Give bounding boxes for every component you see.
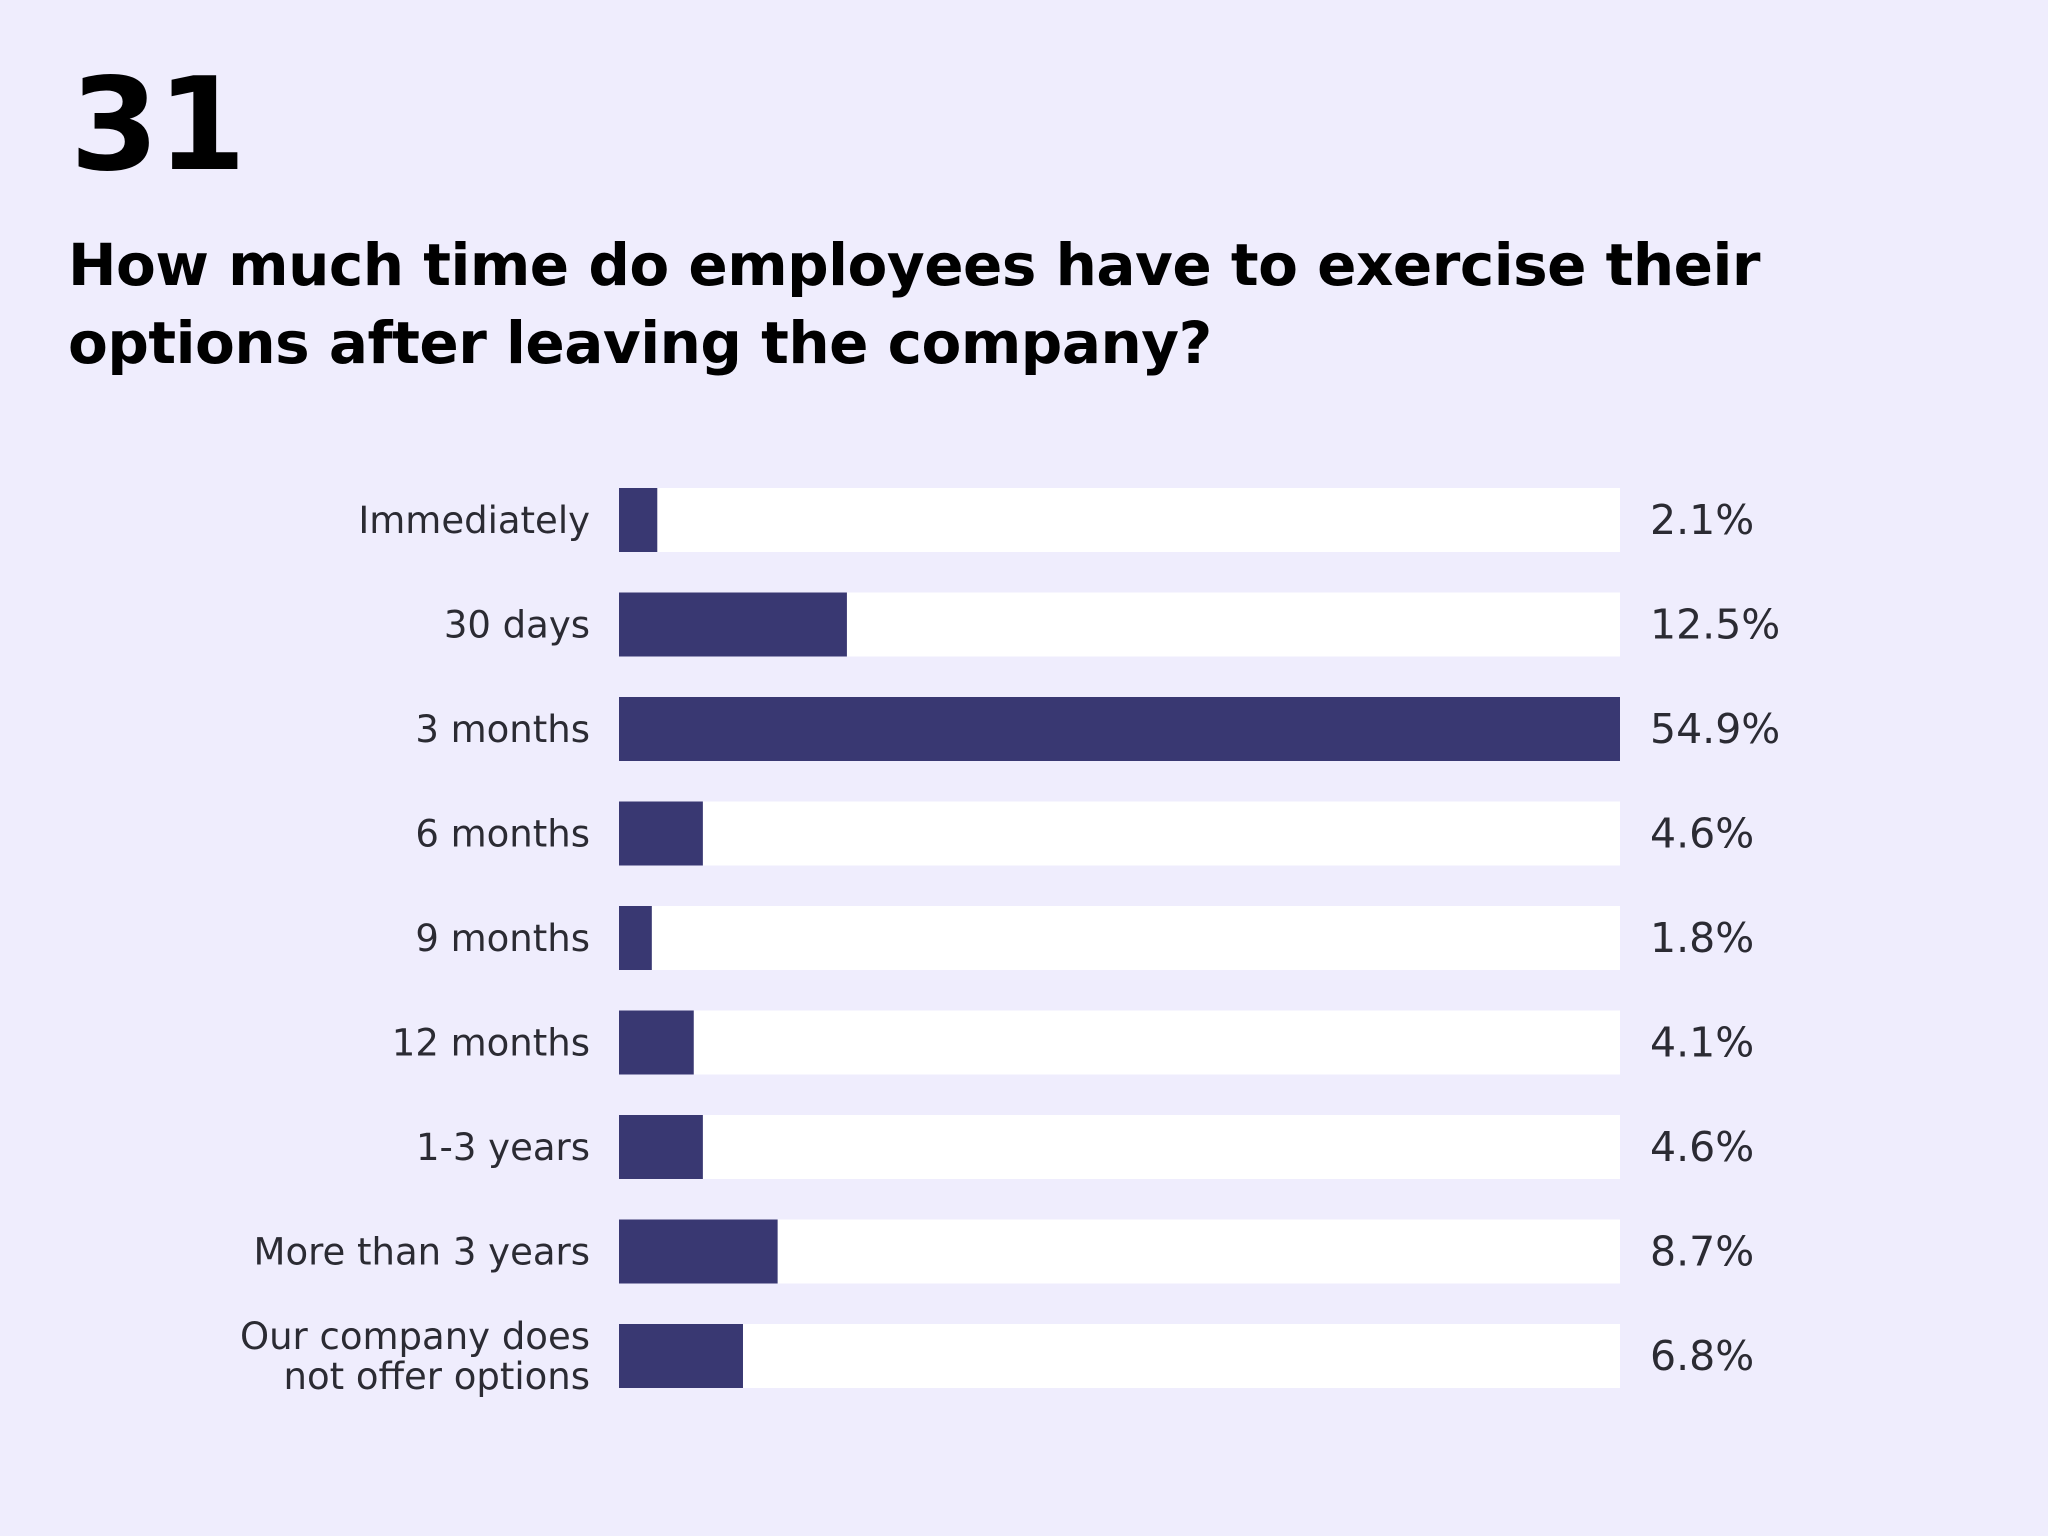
value-label: 4.1% (1650, 1019, 1754, 1067)
bar-track (619, 1115, 1620, 1179)
bar-track (619, 1324, 1620, 1388)
bar-row: 3 months 54.9% (415, 697, 1780, 761)
bar-track (619, 1219, 1620, 1284)
bar (619, 1010, 694, 1075)
bar-row: 1-3 years 4.6% (416, 1115, 1754, 1179)
category-label-line: not offer options (284, 1355, 591, 1398)
category-label-line: 1-3 years (416, 1126, 590, 1169)
bar (619, 488, 658, 552)
value-label: 1.8% (1650, 914, 1754, 962)
category-label: 12 months (392, 1022, 590, 1065)
category-label: More than 3 years (254, 1231, 590, 1274)
bar (619, 1219, 778, 1284)
category-label-line: 9 months (415, 917, 590, 960)
bar (619, 592, 847, 657)
bar-row: 6 months 4.6% (415, 801, 1754, 866)
category-label-line: Immediately (358, 499, 590, 542)
chart-title: How much time do employees have to exerc… (68, 231, 1760, 377)
value-label: 4.6% (1650, 1123, 1754, 1171)
bar-row: 9 months 1.8% (415, 906, 1754, 970)
value-label: 4.6% (1650, 810, 1754, 858)
category-label: 1-3 years (416, 1126, 590, 1169)
bar (619, 1115, 703, 1179)
category-label: 9 months (415, 917, 590, 960)
value-label: 12.5% (1650, 601, 1780, 649)
bar (619, 697, 1620, 761)
bar-row: 12 months 4.1% (392, 1010, 1754, 1075)
category-label: 6 months (415, 813, 590, 856)
category-label: Our company does not offer options (240, 1315, 590, 1398)
bar (619, 1324, 743, 1388)
bar-track (619, 801, 1620, 866)
bar-track (619, 1010, 1620, 1075)
bar-track (619, 906, 1620, 970)
bar (619, 906, 652, 970)
page-number: 31 (70, 51, 246, 200)
category-label: 30 days (444, 604, 590, 647)
bar-row: Immediately 2.1% (358, 488, 1754, 552)
category-label-line: 3 months (415, 708, 590, 751)
category-label-line: More than 3 years (254, 1231, 590, 1274)
bar-row: More than 3 years 8.7% (254, 1219, 1754, 1284)
category-label-line: 12 months (392, 1022, 590, 1065)
category-label-line: Our company does (240, 1315, 590, 1358)
category-label-line: 6 months (415, 813, 590, 856)
value-label: 2.1% (1650, 496, 1754, 544)
value-label: 8.7% (1650, 1228, 1754, 1276)
category-label: 3 months (415, 708, 590, 751)
bar-track (619, 488, 1620, 552)
bar-row: 30 days 12.5% (444, 592, 1780, 657)
category-label-line: 30 days (444, 604, 590, 647)
value-label: 6.8% (1650, 1332, 1754, 1380)
bar-row: Our company does not offer options 6.8% (240, 1315, 1754, 1398)
bar (619, 801, 703, 866)
category-label: Immediately (358, 499, 590, 542)
value-label: 54.9% (1650, 705, 1780, 753)
